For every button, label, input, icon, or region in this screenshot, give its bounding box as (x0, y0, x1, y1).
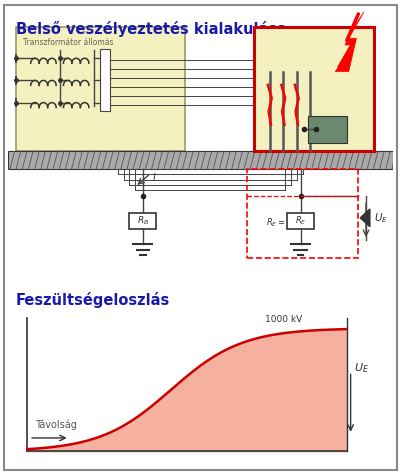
Bar (247, 169, 358, 258)
Text: $R_E = 10\Omega$: $R_E = 10\Omega$ (266, 216, 305, 228)
Bar (129, 213, 156, 229)
Text: $U_E$: $U_E$ (374, 211, 388, 225)
Text: L2: L2 (279, 62, 284, 69)
Polygon shape (335, 12, 364, 72)
Text: Belső veszélyeztetés kialakulása: Belső veszélyeztetés kialakulása (16, 20, 287, 37)
Text: $U_E$: $U_E$ (354, 361, 369, 375)
Text: PEN: PEN (306, 57, 311, 69)
Bar (100, 49, 110, 112)
Text: $R_B$: $R_B$ (137, 215, 149, 228)
Bar (254, 27, 374, 152)
Bar (287, 213, 314, 229)
Text: Transzformátor állomás: Transzformátor állomás (23, 38, 114, 48)
Text: L1: L1 (265, 62, 270, 69)
Bar (16, 27, 185, 152)
Text: 1000 kV: 1000 kV (265, 314, 302, 323)
Bar (308, 116, 347, 142)
Text: I = 100 kA: I = 100 kA (262, 38, 310, 48)
Text: Távolság: Távolság (35, 419, 77, 430)
Text: Feszültségeloszlás: Feszültségeloszlás (16, 292, 170, 308)
Polygon shape (360, 209, 370, 227)
Text: L3: L3 (292, 62, 297, 69)
Bar (8, 152, 393, 169)
Text: I: I (152, 173, 155, 183)
Text: $R_E$: $R_E$ (295, 215, 306, 228)
